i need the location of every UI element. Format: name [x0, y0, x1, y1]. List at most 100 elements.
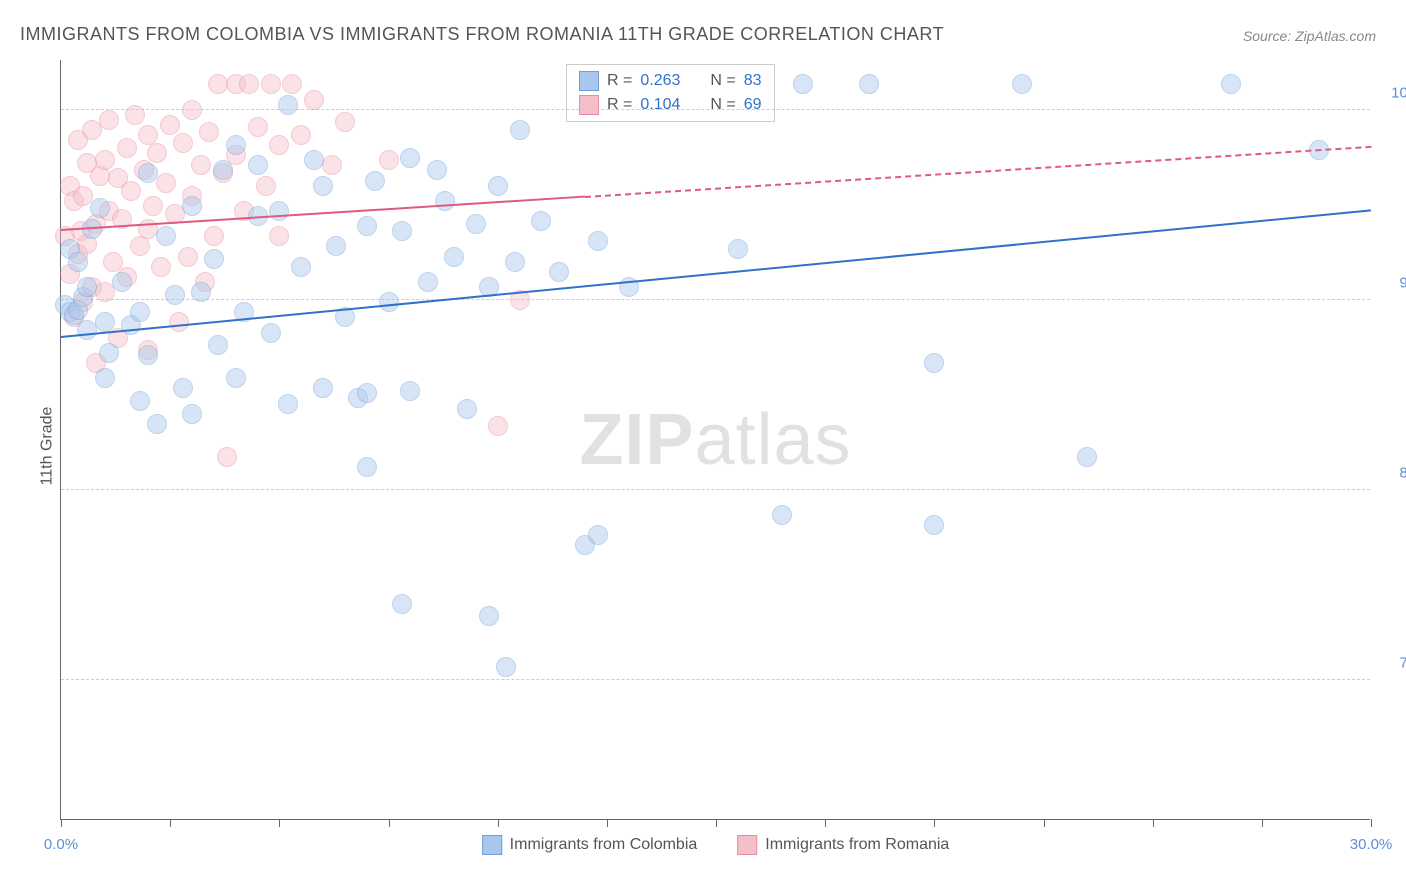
legend-label-a: Immigrants from Colombia [510, 836, 698, 854]
data-point-colombia [304, 150, 324, 170]
data-point-colombia [204, 249, 224, 269]
data-point-colombia [357, 457, 377, 477]
data-point-romania [117, 138, 137, 158]
data-point-romania [99, 110, 119, 130]
data-point-romania [488, 416, 508, 436]
data-point-colombia [95, 312, 115, 332]
data-point-romania [169, 312, 189, 332]
swatch-b2-icon [737, 835, 757, 855]
data-point-colombia [313, 378, 333, 398]
data-point-colombia [182, 196, 202, 216]
data-point-colombia [1221, 74, 1241, 94]
x-tick [607, 819, 608, 827]
data-point-romania [282, 74, 302, 94]
data-point-colombia [400, 381, 420, 401]
data-point-romania [335, 112, 355, 132]
data-point-colombia [505, 252, 525, 272]
data-point-colombia [261, 323, 281, 343]
data-point-romania [322, 155, 342, 175]
swatch-a2-icon [482, 835, 502, 855]
stats-legend: R = 0.263 N = 83 R = 0.104 N = 69 [566, 64, 775, 122]
data-point-colombia [138, 163, 158, 183]
data-point-colombia [112, 272, 132, 292]
data-point-romania [143, 196, 163, 216]
data-point-romania [147, 143, 167, 163]
data-point-colombia [510, 120, 530, 140]
data-point-colombia [191, 282, 211, 302]
data-point-colombia [156, 226, 176, 246]
data-point-romania [121, 181, 141, 201]
data-point-romania [204, 226, 224, 246]
x-tick [934, 819, 935, 827]
data-point-colombia [392, 221, 412, 241]
series-legend: Immigrants from Colombia Immigrants from… [482, 835, 950, 855]
data-point-romania [125, 105, 145, 125]
gridline [61, 489, 1370, 490]
data-point-colombia [278, 394, 298, 414]
data-point-romania [178, 247, 198, 267]
data-point-romania [173, 133, 193, 153]
data-point-colombia [793, 74, 813, 94]
data-point-colombia [859, 74, 879, 94]
data-point-romania [239, 74, 259, 94]
data-point-colombia [435, 191, 455, 211]
stats-row-b: R = 0.104 N = 69 [579, 93, 762, 117]
data-point-colombia [924, 353, 944, 373]
data-point-colombia [772, 505, 792, 525]
data-point-colombia [226, 368, 246, 388]
data-point-colombia [365, 171, 385, 191]
data-point-colombia [588, 525, 608, 545]
x-tick [498, 819, 499, 827]
data-point-romania [182, 100, 202, 120]
data-point-romania [256, 176, 276, 196]
legend-label-b: Immigrants from Romania [765, 836, 949, 854]
watermark: ZIPatlas [579, 399, 851, 481]
n-value-b: 69 [744, 96, 762, 114]
x-tick [1044, 819, 1045, 827]
data-point-romania [379, 150, 399, 170]
data-point-romania [95, 150, 115, 170]
data-point-colombia [1012, 74, 1032, 94]
x-tick-label: 30.0% [1350, 836, 1393, 853]
data-point-colombia [457, 399, 477, 419]
data-point-colombia [357, 383, 377, 403]
data-point-colombia [427, 160, 447, 180]
data-point-colombia [531, 211, 551, 231]
swatch-a-icon [579, 71, 599, 91]
x-tick [825, 819, 826, 827]
data-point-colombia [326, 236, 346, 256]
trendline-romania-dashed [585, 146, 1371, 198]
x-tick [170, 819, 171, 827]
data-point-colombia [182, 404, 202, 424]
data-point-romania [130, 236, 150, 256]
trendline-colombia [61, 209, 1371, 338]
data-point-romania [261, 74, 281, 94]
x-tick [279, 819, 280, 827]
r-value-b: 0.104 [640, 96, 680, 114]
legend-item-a: Immigrants from Colombia [482, 835, 698, 855]
data-point-colombia [1077, 447, 1097, 467]
data-point-romania [304, 90, 324, 110]
data-point-colombia [496, 657, 516, 677]
data-point-colombia [147, 414, 167, 434]
data-point-romania [151, 257, 171, 277]
data-point-colombia [357, 216, 377, 236]
data-point-colombia [291, 257, 311, 277]
data-point-romania [160, 115, 180, 135]
swatch-b-icon [579, 95, 599, 115]
x-tick [389, 819, 390, 827]
data-point-colombia [248, 155, 268, 175]
data-point-colombia [90, 198, 110, 218]
chart-title: IMMIGRANTS FROM COLOMBIA VS IMMIGRANTS F… [20, 24, 944, 45]
data-point-colombia [466, 214, 486, 234]
r-value-a: 0.263 [640, 72, 680, 90]
data-point-colombia [208, 335, 228, 355]
data-point-romania [291, 125, 311, 145]
x-tick [61, 819, 62, 827]
data-point-romania [191, 155, 211, 175]
r-label-a: R = [607, 72, 632, 90]
trendline-romania [61, 196, 585, 231]
data-point-romania [269, 135, 289, 155]
y-tick-label: 100.0% [1391, 84, 1406, 101]
x-tick [1371, 819, 1372, 827]
